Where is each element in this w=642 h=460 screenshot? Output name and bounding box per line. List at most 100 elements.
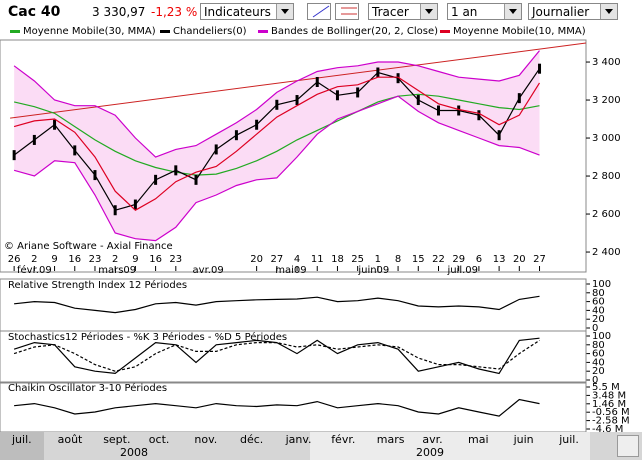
candle bbox=[234, 130, 238, 141]
y-tick-label: -4.6 M bbox=[592, 424, 623, 435]
x-tick-label: 4 bbox=[294, 254, 300, 265]
series-line bbox=[13, 337, 540, 375]
legend-item: Moyenne Mobile(10, MMA) bbox=[440, 25, 586, 39]
y-tick-label: 2 600 bbox=[592, 209, 621, 220]
candle bbox=[517, 93, 521, 104]
x-tick-label: 26 bbox=[8, 254, 21, 265]
symbol: Cac 40 bbox=[8, 4, 61, 20]
candle bbox=[53, 119, 57, 130]
bollinger-upper bbox=[13, 50, 540, 158]
y-tick-label: 80 bbox=[592, 288, 605, 299]
candle bbox=[255, 119, 259, 130]
y-tick-label: 40 bbox=[592, 357, 605, 368]
x-tick-label: 9 bbox=[132, 254, 138, 265]
nav-month: mai bbox=[468, 433, 489, 446]
x-tick-label: 8 bbox=[395, 254, 401, 265]
candle bbox=[194, 174, 198, 185]
month-label: mars09 bbox=[98, 265, 136, 276]
legend-item: Moyenne Mobile(30, MMA) bbox=[10, 25, 156, 39]
x-tick-label: 11 bbox=[311, 254, 324, 265]
x-tick-label: 1 bbox=[375, 254, 381, 265]
y-tick-label: -0.56 M bbox=[592, 407, 630, 418]
y-tick-label: 2 400 bbox=[592, 247, 621, 258]
x-tick-label: 29 bbox=[452, 254, 465, 265]
y-tick-label: 1.46 M bbox=[592, 399, 626, 410]
copyright: © Ariane Software - Axial Finance bbox=[4, 241, 173, 252]
candle bbox=[396, 73, 400, 84]
series-line bbox=[14, 295, 540, 314]
series-line bbox=[14, 398, 540, 417]
legend-swatch bbox=[258, 29, 268, 33]
candle bbox=[154, 174, 158, 185]
draw-dropdown[interactable]: Tracer bbox=[368, 3, 438, 20]
series-line bbox=[13, 93, 540, 176]
period-dropdown[interactable]: 1 an bbox=[447, 3, 522, 20]
y-tick-label: 3 400 bbox=[592, 57, 621, 68]
hline-tool[interactable] bbox=[335, 3, 359, 20]
y-tick-label: 3 200 bbox=[592, 95, 621, 106]
x-tick-label: 2 bbox=[112, 254, 118, 265]
x-tick-label: 25 bbox=[351, 254, 364, 265]
candle bbox=[12, 150, 16, 161]
y-tick-label: -2.58 M bbox=[592, 416, 630, 427]
legend-label: Moyenne Mobile(30, MMA) bbox=[23, 26, 156, 37]
nav-month: févr. bbox=[331, 433, 356, 446]
x-tick-label: 2 bbox=[31, 254, 37, 265]
interval-dropdown[interactable]: Journalier bbox=[528, 3, 618, 20]
x-tick-label: 23 bbox=[169, 254, 182, 265]
panel-title: Relative Strength Index 12 Périodes bbox=[8, 279, 187, 291]
x-tick-label: 20 bbox=[250, 254, 263, 265]
panel-title: Stochastics12 Périodes - %K 3 Périodes -… bbox=[8, 331, 287, 343]
candle bbox=[376, 67, 380, 78]
series-line bbox=[13, 76, 541, 211]
legend-label: Bandes de Bollinger(20, 2, Close) bbox=[271, 26, 439, 37]
candle bbox=[133, 199, 137, 210]
nav-month: janv. bbox=[285, 433, 312, 446]
navigator: juil. août sept. oct. nov. déc. janv. févr. mars… bbox=[0, 432, 642, 460]
y-tick-label: 0 bbox=[592, 375, 598, 386]
nav-month: déc. bbox=[240, 433, 264, 446]
legend-swatch bbox=[10, 29, 20, 33]
indicators-dropdown[interactable]: Indicateurs bbox=[200, 3, 294, 20]
line-tool[interactable] bbox=[307, 3, 331, 20]
bollinger-fill bbox=[14, 50, 540, 241]
candle bbox=[356, 87, 360, 98]
nav-month: juil. bbox=[12, 433, 32, 446]
nav-start bbox=[0, 432, 44, 460]
month-label: juil.09 bbox=[446, 265, 478, 276]
y-tick-label: 20 bbox=[592, 314, 605, 325]
candle bbox=[113, 205, 117, 216]
x-tick-label: 20 bbox=[513, 254, 526, 265]
candle bbox=[497, 130, 501, 141]
candle bbox=[73, 145, 77, 156]
nav-year: 2008 bbox=[120, 446, 148, 459]
x-tick-label: 18 bbox=[331, 254, 344, 265]
panel-title: Chaikin Oscillator 3-10 Périodes bbox=[8, 382, 167, 394]
bollinger-lower bbox=[13, 95, 540, 242]
y-tick-label: 80 bbox=[592, 340, 605, 351]
series-line bbox=[13, 339, 540, 372]
nav-month: août bbox=[57, 433, 83, 446]
legend-label: Chandeliers(0) bbox=[173, 26, 247, 37]
x-tick-label: 15 bbox=[412, 254, 425, 265]
nav-month: sept. bbox=[103, 433, 131, 446]
candle bbox=[174, 165, 178, 176]
y-tick-label: 20 bbox=[592, 366, 605, 377]
y-tick-label: 0 bbox=[592, 323, 598, 334]
x-tick-label: 13 bbox=[493, 254, 506, 265]
y-tick-label: 3.48 M bbox=[592, 390, 626, 401]
candle bbox=[295, 95, 299, 106]
x-tick-label: 16 bbox=[68, 254, 81, 265]
nav-month: avr. bbox=[422, 433, 443, 446]
candle bbox=[436, 105, 440, 116]
nav-month: mars bbox=[376, 433, 405, 446]
candle bbox=[93, 170, 97, 181]
icon bbox=[341, 7, 357, 15]
change: -1,23 % bbox=[151, 5, 198, 19]
month-label: avr.09 bbox=[193, 265, 224, 276]
nav-button[interactable] bbox=[617, 435, 639, 457]
x-tick-label: 22 bbox=[432, 254, 445, 265]
legend-item: Chandeliers(0) bbox=[160, 25, 246, 39]
icon bbox=[312, 5, 330, 18]
